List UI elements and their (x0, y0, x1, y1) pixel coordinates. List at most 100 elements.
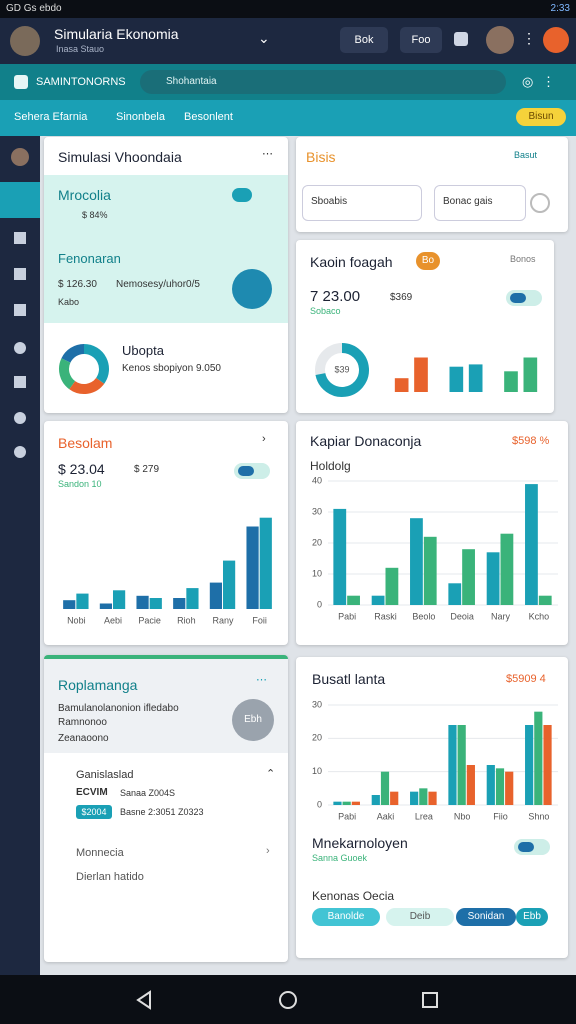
bar (468, 364, 483, 392)
card-title: Busatl lanta (312, 671, 386, 687)
card: Simulasi Vhoondaia ⋯ Mrocolia $ 84% Feno… (44, 137, 288, 413)
app-title: Simularia Ekonomia (54, 26, 179, 42)
profile-button[interactable] (543, 27, 569, 53)
y-tick-label: 30 (312, 699, 322, 709)
settings[interactable]: ⋮ (542, 74, 555, 89)
x-tick-label: Nary (491, 611, 511, 621)
menu[interactable]: ⋯ (256, 674, 267, 686)
link[interactable]: Bonos (510, 254, 536, 264)
bar (246, 526, 259, 609)
toolbar-title: SAMINTONORNS (36, 76, 126, 88)
bar (495, 768, 505, 805)
menu[interactable]: ⋮ (522, 30, 536, 46)
bar (505, 771, 514, 805)
bar (99, 603, 112, 609)
icon (232, 269, 272, 309)
toolbar: SAMINTONORNS Shohantaia ◎ ⋮ (0, 64, 576, 100)
pill[interactable]: Ebb (516, 908, 548, 926)
toggle[interactable] (232, 188, 252, 202)
nav-icon[interactable] (14, 232, 26, 244)
button[interactable]: Bok (340, 27, 388, 53)
dropdown[interactable]: ⌄ (258, 30, 270, 46)
note: Sandon 10 (58, 479, 102, 489)
link[interactable]: Monnecia (76, 847, 124, 859)
pill[interactable]: Banolde (312, 908, 380, 926)
x-tick-label: Lrea (415, 811, 433, 821)
refresh[interactable]: ◎ (522, 74, 534, 89)
avatar[interactable] (486, 26, 514, 54)
bar (462, 549, 475, 605)
toggle[interactable] (506, 290, 542, 306)
nav-icon[interactable] (14, 412, 26, 424)
x-tick-label: Pabi (338, 611, 356, 621)
pill[interactable]: Sonidan (456, 908, 516, 926)
bar (173, 598, 186, 609)
metric: $ 23.04 (58, 461, 105, 477)
home-button[interactable] (279, 991, 297, 1009)
tab-bar: Sehera Efarnia Sinonbela Besonlent Bisun (0, 100, 576, 136)
note: Sobaco (310, 306, 341, 316)
nav-active[interactable] (0, 182, 40, 218)
nav-icon[interactable] (14, 268, 26, 280)
tab[interactable]: Sinonbela (116, 111, 165, 123)
link[interactable]: Dierlan hatido (76, 871, 144, 883)
footer-title: Mnekarnoloyen (312, 835, 408, 851)
icon-button[interactable] (454, 32, 468, 46)
bar (209, 582, 222, 609)
back-button[interactable] (136, 990, 151, 1010)
bar (113, 590, 126, 609)
search-field[interactable]: Shohantaia (140, 70, 506, 94)
item-code: ECVIM (76, 787, 108, 798)
toggle[interactable] (514, 839, 550, 855)
line: Bamulanolanonion ifledabo (58, 703, 179, 714)
y-tick-label: 10 (312, 766, 322, 776)
badge[interactable]: Bisun (516, 108, 566, 126)
bar (63, 600, 76, 609)
tab[interactable]: Besonlent (184, 111, 233, 123)
expand[interactable]: ⌃ (266, 768, 276, 780)
x-tick-label: Pacie (138, 615, 161, 625)
bar-chart: Nobi Aebi Pacie Rioh Rany Foii (63, 517, 272, 625)
sidebar (0, 136, 40, 975)
bar (525, 725, 534, 805)
x-tick-label: Beolo (412, 611, 435, 621)
nav-icon[interactable] (14, 304, 26, 316)
status-bar: GD Gs ebdo 2:33 (0, 0, 576, 18)
nav-icon[interactable] (14, 342, 26, 354)
x-tick-label: Pabi (338, 811, 356, 821)
bar (390, 791, 399, 805)
input-text: Bonac gais (443, 196, 493, 207)
y-tick-label: 10 (312, 568, 322, 578)
x-tick-label: Nobi (67, 615, 86, 625)
menu[interactable]: ⋯ (262, 148, 273, 160)
expand[interactable]: › (262, 433, 266, 445)
pill[interactable]: Deib (386, 908, 454, 926)
bar (486, 552, 500, 605)
bar-chart: 0 10 20 30 Pabi Aaki Lrea Nbo Fiio Shno (312, 699, 558, 821)
tab[interactable]: Sehera Efarnia (14, 111, 88, 123)
bar (534, 711, 543, 805)
recent-button[interactable] (422, 992, 438, 1008)
nav-icon[interactable] (14, 446, 26, 458)
x-tick-label: Deoia (450, 611, 474, 621)
button[interactable]: Foo (400, 27, 442, 53)
bar (371, 595, 385, 605)
link[interactable]: Basut (514, 150, 538, 160)
toggle[interactable] (234, 463, 270, 479)
bar (394, 378, 409, 392)
radio[interactable] (530, 193, 550, 213)
nav-icon[interactable] (14, 376, 26, 388)
bar (347, 595, 360, 605)
avatar[interactable] (11, 148, 29, 166)
avatar[interactable] (10, 26, 40, 56)
expand[interactable]: › (266, 845, 270, 857)
input[interactable]: Bonac gais (434, 185, 526, 221)
y-tick-label: 0 (317, 799, 322, 809)
x-tick-label: Aebi (104, 615, 122, 625)
input[interactable]: Sboabis (302, 185, 422, 221)
x-tick-label: Fiio (493, 811, 508, 821)
metric: 7 23.00 (310, 288, 361, 305)
panel-subtitle: Fenonaran (58, 251, 121, 266)
bar (449, 366, 464, 392)
